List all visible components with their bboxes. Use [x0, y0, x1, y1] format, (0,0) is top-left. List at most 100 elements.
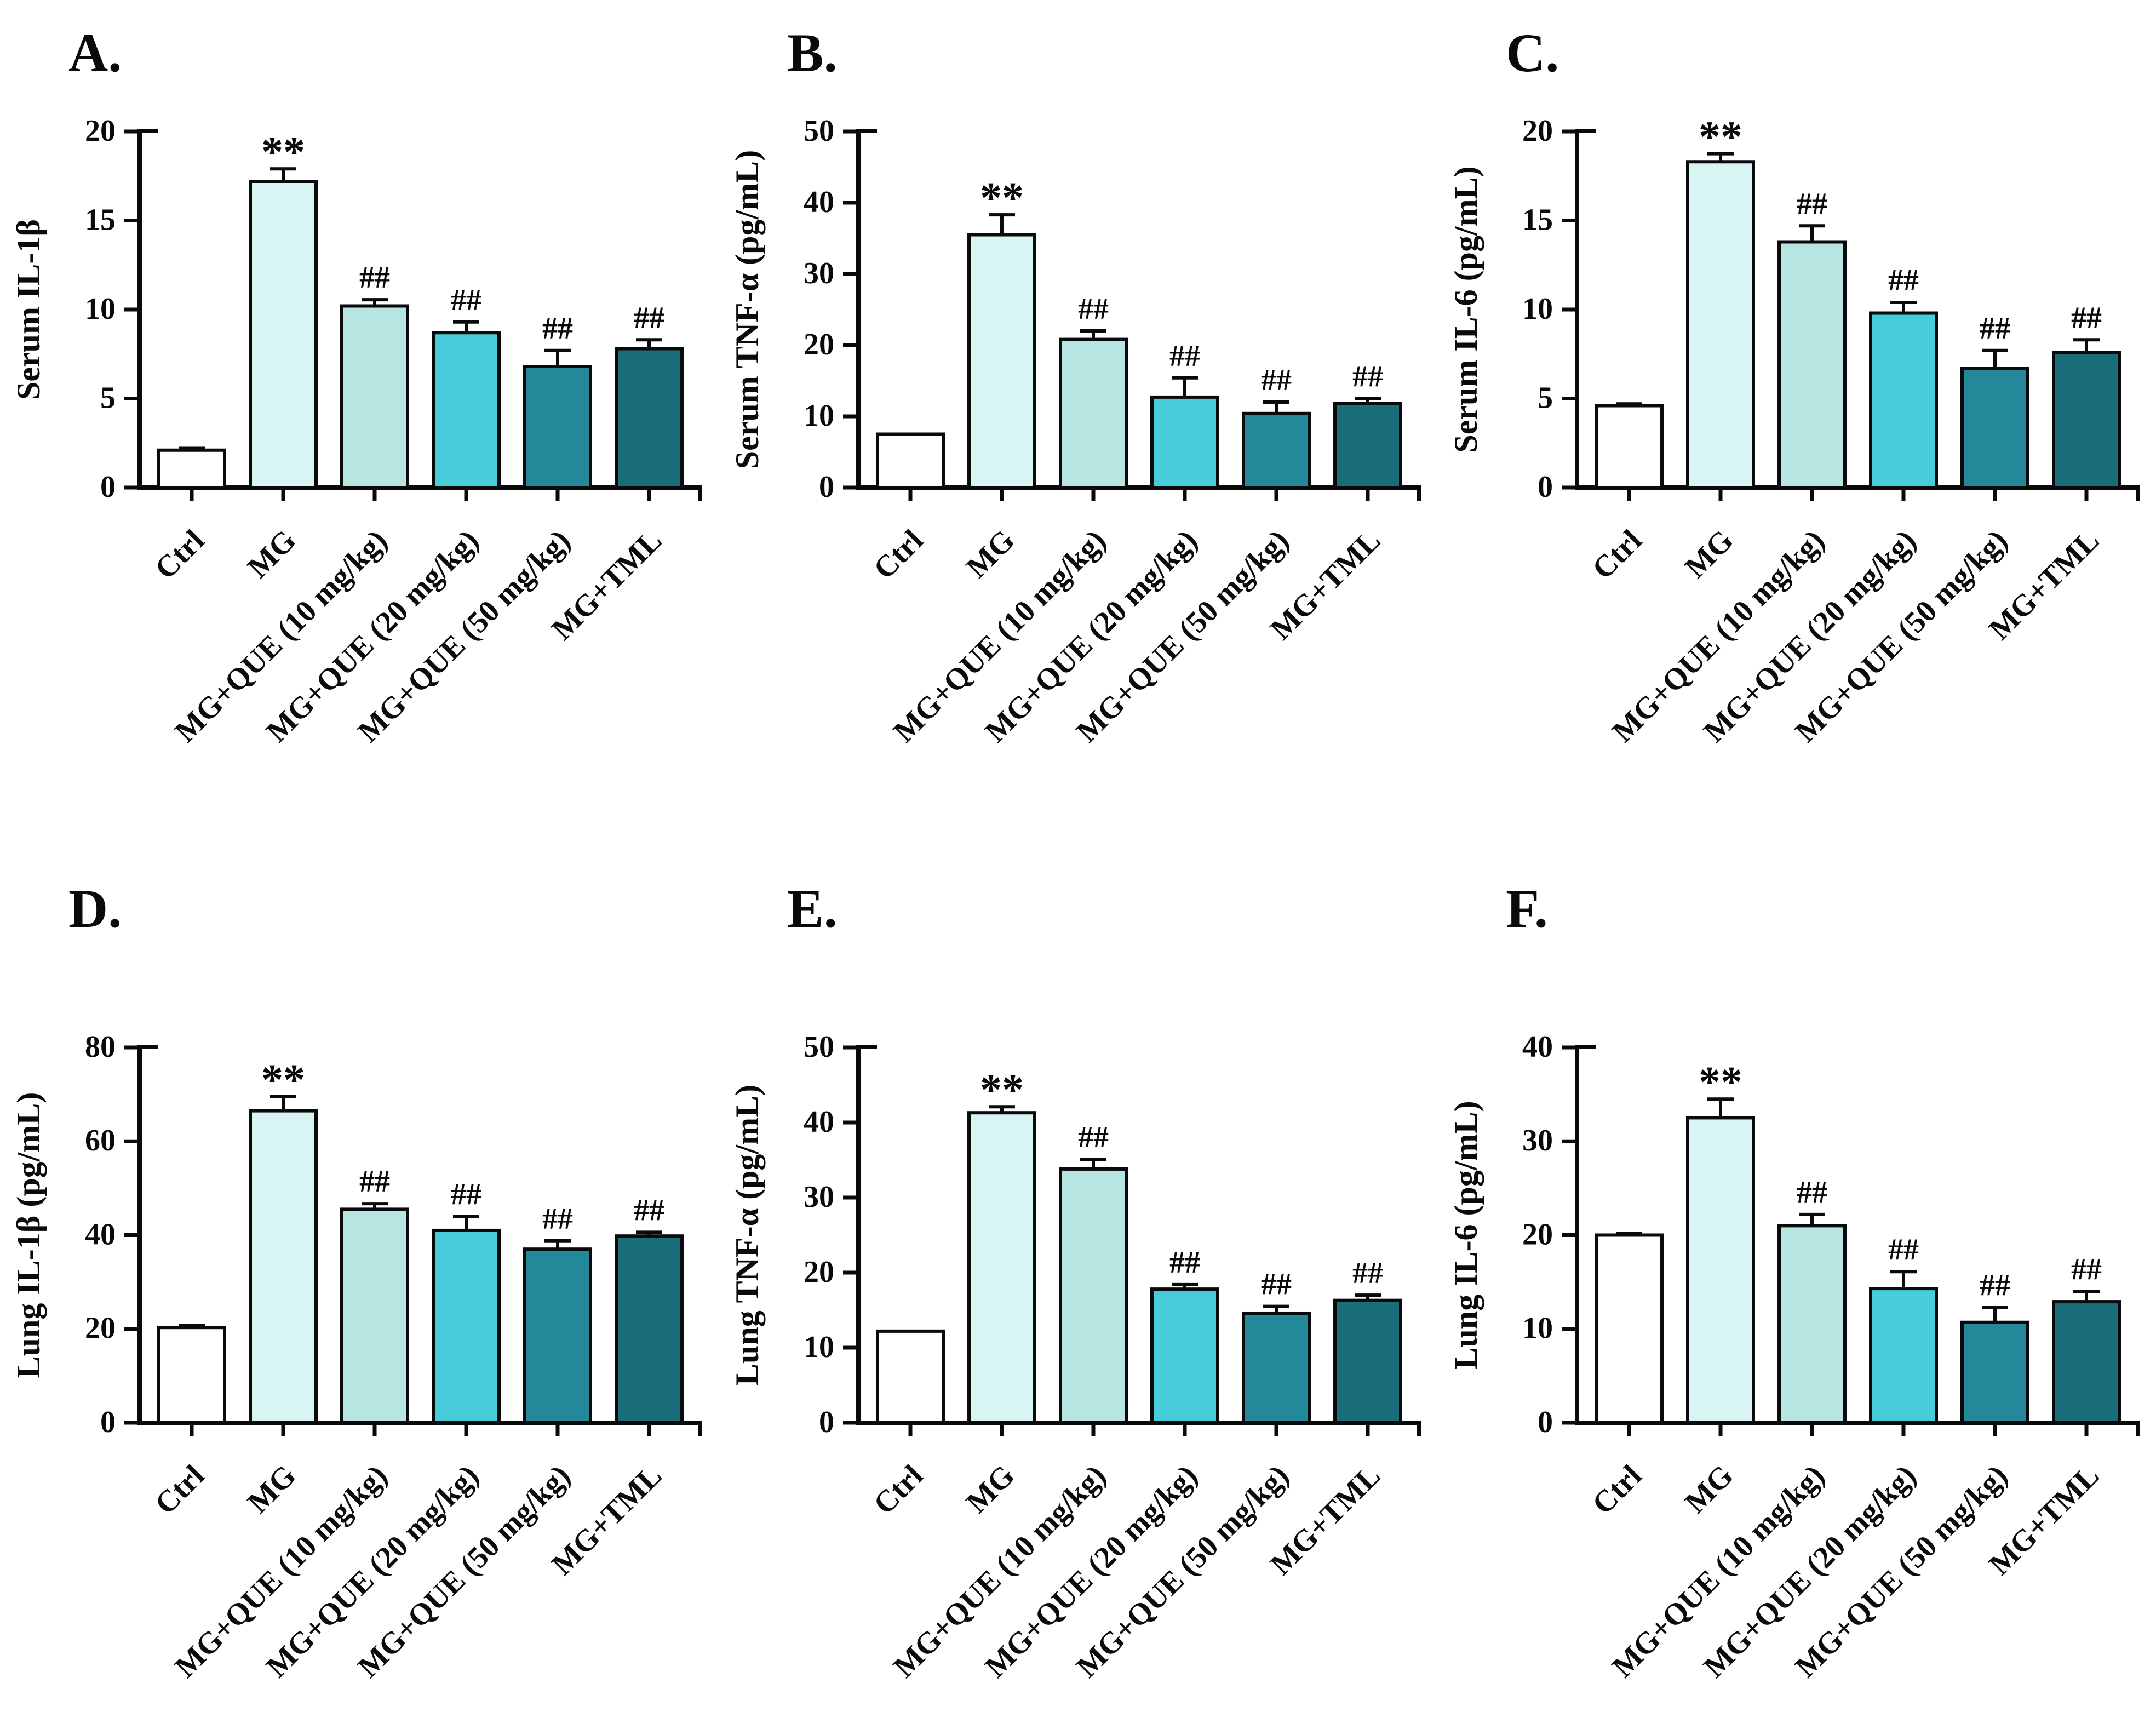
y-tick-label: 15 — [1522, 203, 1553, 237]
y-tick-label: 10 — [1522, 1312, 1553, 1345]
y-tick-label: 60 — [85, 1124, 116, 1158]
y-tick-label: 30 — [804, 256, 834, 290]
bar — [1686, 1116, 1755, 1424]
significance-mark: ** — [261, 1056, 305, 1104]
significance-mark: ** — [1699, 113, 1742, 162]
y-tick-label: 0 — [100, 1405, 116, 1439]
panel-letter: B. — [787, 22, 838, 83]
bar — [1777, 1224, 1847, 1424]
y-axis-label: Lung IL-6 (pg/mL) — [1448, 1101, 1484, 1369]
x-category-label: Ctrl — [1586, 1458, 1648, 1521]
significance-mark: ## — [1980, 312, 2010, 346]
y-tick-label: 30 — [804, 1180, 834, 1214]
panel-letter: F. — [1506, 878, 1548, 939]
significance-mark: ** — [980, 174, 1024, 222]
bar — [615, 1234, 684, 1425]
x-category-label: MG — [960, 1458, 1021, 1520]
bar — [1333, 402, 1402, 489]
bar — [1242, 1311, 1311, 1424]
significance-mark: ## — [1980, 1268, 2010, 1302]
y-tick-label: 20 — [804, 328, 834, 362]
significance-mark: ## — [2071, 301, 2102, 335]
significance-mark: ## — [634, 1193, 664, 1227]
y-tick-label: 15 — [85, 203, 116, 237]
bar — [967, 233, 1036, 489]
x-category-label: Ctrl — [867, 1458, 930, 1521]
bar — [432, 331, 501, 489]
significance-mark: ## — [542, 312, 573, 346]
bar — [1150, 395, 1219, 490]
bar — [1059, 337, 1128, 489]
y-tick-label: 0 — [1538, 470, 1553, 504]
bar — [1960, 1320, 2029, 1425]
panel-letter: A. — [68, 22, 122, 83]
y-axis-label: Lung IL-1β (pg/mL) — [10, 1092, 47, 1378]
chart-panel-f: F. 0 10 20 30 40 Lung IL-6 (pg/mL) Ctrl ** MG ## MG… — [1437, 856, 2156, 1712]
y-tick-label: 10 — [1522, 292, 1553, 326]
y-tick-label: 0 — [819, 1405, 834, 1439]
significance-mark: ## — [1797, 1176, 1827, 1210]
y-tick-label: 20 — [1522, 114, 1553, 148]
y-tick-label: 20 — [804, 1255, 834, 1289]
significance-mark: ## — [1352, 1256, 1383, 1290]
significance-mark: ## — [1888, 264, 1919, 297]
y-tick-label: 40 — [85, 1217, 116, 1251]
bar — [1595, 1233, 1664, 1424]
significance-mark: ** — [261, 128, 305, 176]
bar — [157, 1326, 226, 1425]
bar — [157, 448, 226, 489]
y-axis-label: Serum IL-6 (pg/mL) — [1448, 166, 1484, 453]
x-category-label: Ctrl — [148, 1458, 211, 1521]
bar — [1777, 240, 1847, 489]
y-tick-label: 30 — [1522, 1124, 1553, 1158]
significance-mark: ## — [542, 1202, 573, 1236]
y-tick-label: 5 — [1538, 381, 1553, 415]
significance-mark: ## — [1261, 1268, 1292, 1302]
significance-mark: ## — [1888, 1233, 1919, 1267]
y-tick-label: 10 — [804, 1330, 834, 1364]
chart-panel-d: D. 0 20 40 60 80 Lung IL-1β (pg/mL) Ctrl ** MG ## M… — [0, 856, 719, 1712]
significance-mark: ## — [359, 261, 390, 295]
bar — [967, 1111, 1036, 1424]
chart-panel-e: E. 0 10 20 30 40 50 Lung TNF-α (pg/mL) Ctrl ** MG #… — [719, 856, 1437, 1712]
bar — [2052, 1300, 2121, 1425]
bar — [340, 1207, 409, 1424]
bar — [1242, 411, 1311, 489]
y-axis-label: Serum TNF-α (pg/mL) — [729, 150, 765, 469]
bar — [523, 1247, 592, 1424]
chart-panel-c: C. 0 5 10 15 20 Serum IL-6 (pg/mL) Ctrl ** MG ## MG… — [1437, 0, 2156, 856]
y-tick-label: 20 — [85, 114, 116, 148]
y-tick-label: 0 — [1538, 1405, 1553, 1439]
x-category-label: Ctrl — [148, 523, 211, 586]
significance-mark: ** — [1699, 1058, 1742, 1107]
bar — [876, 1329, 945, 1424]
bar — [2052, 351, 2121, 489]
bar — [1686, 160, 1755, 489]
y-tick-label: 0 — [819, 470, 834, 504]
y-tick-label: 10 — [804, 399, 834, 433]
significance-mark: ## — [2071, 1252, 2102, 1286]
significance-mark: ## — [359, 1165, 390, 1199]
y-tick-label: 80 — [85, 1030, 116, 1064]
y-axis-label: Lung TNF-α (pg/mL) — [729, 1085, 765, 1385]
significance-mark: ## — [1261, 363, 1292, 397]
bar — [1150, 1287, 1219, 1425]
bar — [523, 365, 592, 489]
significance-mark: ## — [1169, 1246, 1200, 1280]
x-category-label: Ctrl — [867, 523, 930, 586]
x-category-label: MG — [1678, 1458, 1740, 1520]
chart-panel-a: A. 0 5 10 15 20 Serum IL-1β Ctrl ** MG ## MG+QUE (1… — [0, 0, 719, 856]
bar — [1869, 311, 1938, 489]
y-tick-label: 50 — [804, 114, 834, 148]
significance-mark: ## — [1352, 360, 1383, 394]
bar — [1960, 367, 2029, 489]
y-tick-label: 40 — [804, 1105, 834, 1139]
significance-mark: ## — [451, 1177, 481, 1211]
y-tick-label: 40 — [804, 185, 834, 219]
bar — [876, 432, 945, 489]
bar — [432, 1228, 501, 1424]
